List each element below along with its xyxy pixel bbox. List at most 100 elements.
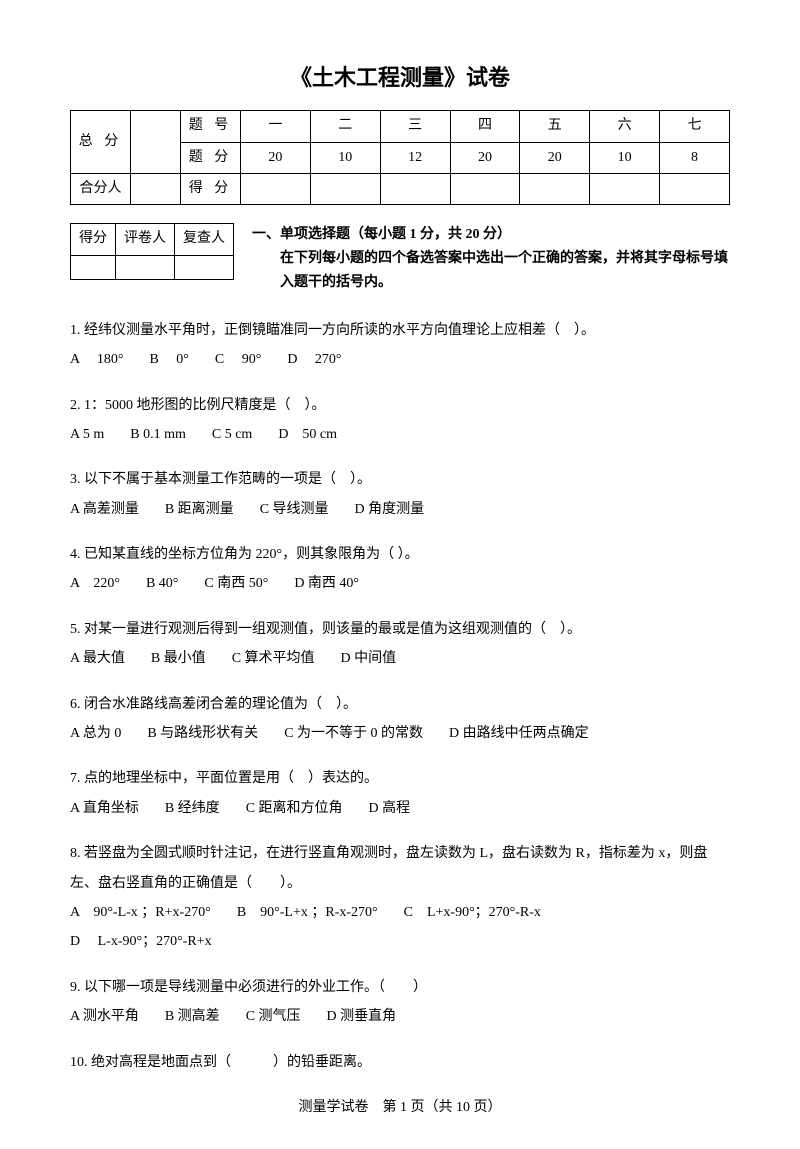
option: A 高差测量 [70,495,139,524]
section-header: 一、单项选择题（每小题 1 分，共 20 分） 在下列每小题的四个备选答案中选出… [252,223,730,294]
cell-s4 [450,173,520,204]
option: D 中间值 [341,644,397,673]
option: A 5 m [70,420,104,449]
option: B 40° [146,569,178,598]
option: C 为一不等于 0 的常数 [284,719,423,748]
option: A 180° [70,345,123,374]
question: 1. 经纬仪测量水平角时，正倒镜瞄准同一方向所读的水平方向值理论上应相差（ ）。… [70,316,730,375]
cell-col6: 六 [590,111,660,142]
cell-total-label: 总 分 [71,111,131,174]
cell-col3: 三 [380,111,450,142]
cell-empty [116,255,175,279]
question-stem: 4. 已知某直线的坐标方位角为 220°，则其象限角为（ ）。 [70,540,730,569]
option: B 最小值 [151,644,206,673]
cell-qpoint-label: 题 分 [181,142,241,173]
option: C 距离和方位角 [246,794,343,823]
cell-s7 [660,173,730,204]
page-title: 《土木工程测量》试卷 [70,60,730,95]
option: D 南西 40° [294,569,359,598]
cell-blank2 [131,173,181,204]
question-stem: 2. 1：5000 地形图的比例尺精度是（ ）。 [70,391,730,420]
question-options: A 220° B 40° C 南西 50° D 南西 40° [70,569,730,598]
question: 3. 以下不属于基本测量工作范畴的一项是（ ）。A 高差测量 B 距离测量 C 导线… [70,465,730,524]
cell-s6 [590,173,660,204]
option: C 90° [215,345,261,374]
score-table: 总 分 题 号 一 二 三 四 五 六 七 题 分 20 10 12 20 20… [70,110,730,205]
question: 10. 绝对高程是地面点到（ ）的铅垂距离。 [70,1048,730,1077]
question: 5. 对某一量进行观测后得到一组观测值，则该量的最或是值为这组观测值的（ ）。A… [70,615,730,674]
option: C 5 cm [212,420,252,449]
option: C L+x-90°；270°-R-x [404,898,541,927]
option: C 南西 50° [204,569,268,598]
cell-score-label: 得 分 [181,173,241,204]
cell-s5 [520,173,590,204]
option: B 距离测量 [165,495,234,524]
section-instruction: 在下列每小题的四个备选答案中选出一个正确的答案，并将其字母标号填入题干的括号内。 [252,247,730,295]
cell-empty [71,255,116,279]
option: D 50 cm [278,420,337,449]
cell-col5: 五 [520,111,590,142]
cell-p1: 20 [241,142,311,173]
cell-score: 得分 [71,224,116,255]
cell-p2: 10 [310,142,380,173]
option: A 测水平角 [70,1002,139,1031]
cell-p7: 8 [660,142,730,173]
cell-grader: 评卷人 [116,224,175,255]
grading-table: 得分 评卷人 复查人 [70,223,234,279]
question-stem: 9. 以下哪一项是导线测量中必须进行的外业工作。（ ） [70,973,730,1002]
cell-p6: 10 [590,142,660,173]
question-options: A 5 m B 0.1 mm C 5 cm D 50 cm [70,420,730,449]
question-stem: 7. 点的地理坐标中，平面位置是用（ ）表达的。 [70,764,730,793]
cell-blank [131,111,181,174]
option: A 直角坐标 [70,794,139,823]
option: B 测高差 [165,1002,220,1031]
option: D 270° [287,345,341,374]
option: A 220° [70,569,120,598]
question-options: A 90°-L-x ；R+x-270° B 90°-L+x ；R-x-270° C … [70,898,730,957]
cell-qnum-label: 题 号 [181,111,241,142]
option: A 最大值 [70,644,125,673]
cell-p5: 20 [520,142,590,173]
option: A 90°-L-x ；R+x-270° [70,898,211,927]
question-options: A 最大值B 最小值C 算术平均值D 中间值 [70,644,730,673]
question-options: A 高差测量 B 距离测量 C 导线测量 D 角度测量 [70,495,730,524]
option: D 由路线中任两点确定 [449,719,589,748]
question-options: A 180° B 0° C 90° D 270° [70,345,730,374]
question-stem: 8. 若竖盘为全圆式顺时针注记，在进行竖直角观测时，盘左读数为 L，盘右读数为 … [70,839,730,898]
option: B 0° [149,345,188,374]
option: D 角度测量 [355,495,425,524]
question-stem: 3. 以下不属于基本测量工作范畴的一项是（ ）。 [70,465,730,494]
option: B 与路线形状有关 [147,719,258,748]
cell-col7: 七 [660,111,730,142]
option: B 经纬度 [165,794,220,823]
question: 7. 点的地理坐标中，平面位置是用（ ）表达的。A 直角坐标 B 经纬度 C 距离和… [70,764,730,823]
option: B 0.1 mm [130,420,186,449]
question: 4. 已知某直线的坐标方位角为 220°，则其象限角为（ ）。A 220° B 4… [70,540,730,599]
option: D L-x-90°；270°-R+x [70,927,212,956]
cell-s3 [380,173,450,204]
question-stem: 6. 闭合水准路线高差闭合差的理论值为（ ）。 [70,690,730,719]
cell-p4: 20 [450,142,520,173]
cell-p3: 12 [380,142,450,173]
option: A 总为 0 [70,719,121,748]
section-title: 一、单项选择题（每小题 1 分，共 20 分） [252,223,730,247]
cell-col2: 二 [310,111,380,142]
option: C 导线测量 [260,495,329,524]
option: B 90°-L+x ；R-x-270° [237,898,378,927]
cell-col1: 一 [241,111,311,142]
question-options: A 直角坐标 B 经纬度 C 距离和方位角 D 高程 [70,794,730,823]
question: 2. 1：5000 地形图的比例尺精度是（ ）。A 5 m B 0.1 mm C 5… [70,391,730,450]
question: 9. 以下哪一项是导线测量中必须进行的外业工作。（ ）A 测水平角B 测高差C … [70,973,730,1032]
cell-empty [175,255,234,279]
question-stem: 5. 对某一量进行观测后得到一组观测值，则该量的最或是值为这组观测值的（ ）。 [70,615,730,644]
cell-s1 [241,173,311,204]
option: D 高程 [369,794,411,823]
question-stem: 10. 绝对高程是地面点到（ ）的铅垂距离。 [70,1048,730,1077]
cell-reviewer: 复查人 [175,224,234,255]
question-stem: 1. 经纬仪测量水平角时，正倒镜瞄准同一方向所读的水平方向值理论上应相差（ ）。 [70,316,730,345]
option: D 测垂直角 [327,1002,397,1031]
question-options: A 测水平角B 测高差C 测气压D 测垂直角 [70,1002,730,1031]
cell-s2 [310,173,380,204]
page-footer: 测量学试卷 第 1 页（共 10 页） [70,1097,730,1119]
question: 8. 若竖盘为全圆式顺时针注记，在进行竖直角观测时，盘左读数为 L，盘右读数为 … [70,839,730,957]
